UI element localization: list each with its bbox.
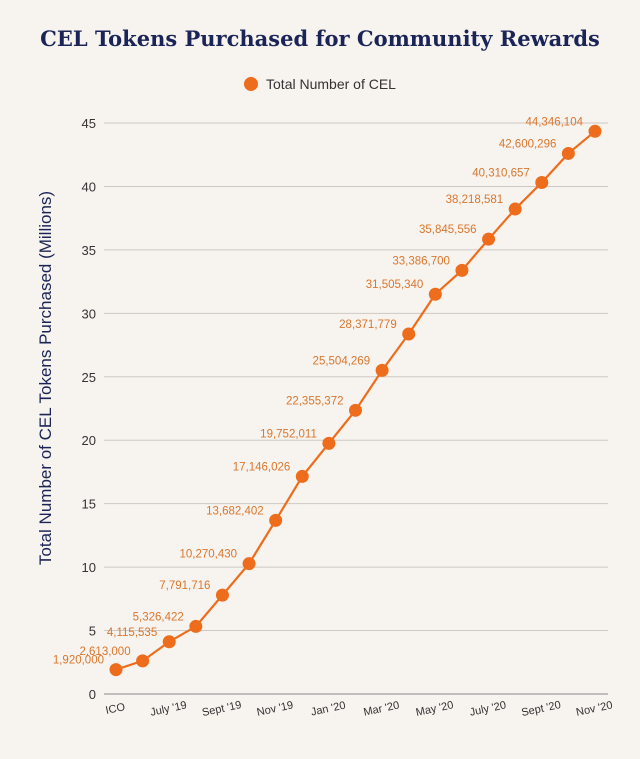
- data-label: 7,791,716: [159, 580, 210, 592]
- data-point: [215, 588, 229, 602]
- x-tick-label: Mar '20: [362, 699, 400, 718]
- data-point: [162, 635, 176, 649]
- data-point: [136, 654, 150, 668]
- data-point: [189, 619, 203, 633]
- x-tick-label: May '20: [415, 699, 455, 719]
- data-label: 44,346,104: [525, 116, 583, 128]
- data-label: 25,504,269: [313, 355, 371, 367]
- data-point: [402, 327, 416, 341]
- y-tick-label: 25: [82, 370, 96, 385]
- y-tick-label: 10: [82, 560, 96, 575]
- x-tick-label: Jan '20: [310, 700, 347, 719]
- data-label: 31,505,340: [366, 279, 424, 291]
- data-label: 33,386,700: [392, 255, 450, 267]
- y-tick-label: 0: [89, 687, 96, 702]
- y-tick-label: 30: [82, 306, 96, 321]
- data-point: [588, 124, 602, 138]
- data-label: 28,371,779: [339, 319, 397, 331]
- data-point: [109, 663, 123, 677]
- data-point: [349, 403, 362, 417]
- y-tick-label: 5: [89, 624, 96, 639]
- data-label: 22,355,372: [286, 395, 344, 407]
- x-tick-label: ICO: [105, 701, 127, 717]
- legend-label: Total Number of CEL: [266, 76, 396, 92]
- legend-marker: [244, 77, 259, 91]
- y-tick-label: 20: [82, 433, 96, 448]
- data-point: [455, 263, 469, 277]
- data-point: [428, 287, 442, 301]
- data-label: 40,310,657: [472, 168, 530, 180]
- y-tick-label: 15: [82, 497, 96, 512]
- legend: Total Number of CEL: [0, 76, 640, 92]
- data-label: 13,682,402: [206, 505, 264, 517]
- data-label: 5,326,422: [133, 611, 184, 623]
- data-label: 1,920,000: [53, 655, 104, 667]
- data-label: 38,218,581: [446, 194, 504, 206]
- x-tick-label: Sept '20: [520, 699, 562, 719]
- x-tick-label: Nov '20: [575, 699, 614, 718]
- y-tick-label: 35: [82, 243, 96, 258]
- data-point: [269, 513, 283, 527]
- x-tick-label: July '19: [149, 699, 188, 718]
- x-tick-label: Sept '19: [201, 699, 243, 719]
- data-point: [375, 363, 389, 377]
- data-label: 19,752,011: [260, 428, 317, 440]
- data-point: [508, 202, 522, 216]
- data-point: [535, 176, 549, 190]
- data-label: 10,270,430: [179, 549, 237, 561]
- data-point: [242, 557, 256, 571]
- data-label: 2,613,000: [79, 646, 130, 658]
- y-tick-label: 45: [82, 116, 96, 131]
- x-tick-label: July '20: [469, 699, 508, 718]
- data-point: [322, 436, 336, 450]
- data-label: 42,600,296: [499, 138, 557, 150]
- data-point: [482, 232, 496, 246]
- x-tick-label: Nov '19: [256, 699, 295, 718]
- data-point: [295, 469, 309, 483]
- chart-title: CEL Tokens Purchased for Community Rewar…: [40, 26, 600, 51]
- y-tick-label: 40: [82, 179, 96, 194]
- data-label: 35,845,556: [419, 224, 477, 236]
- data-label: 4,115,535: [107, 627, 157, 639]
- data-label: 17,146,026: [233, 461, 291, 473]
- data-point: [561, 146, 575, 160]
